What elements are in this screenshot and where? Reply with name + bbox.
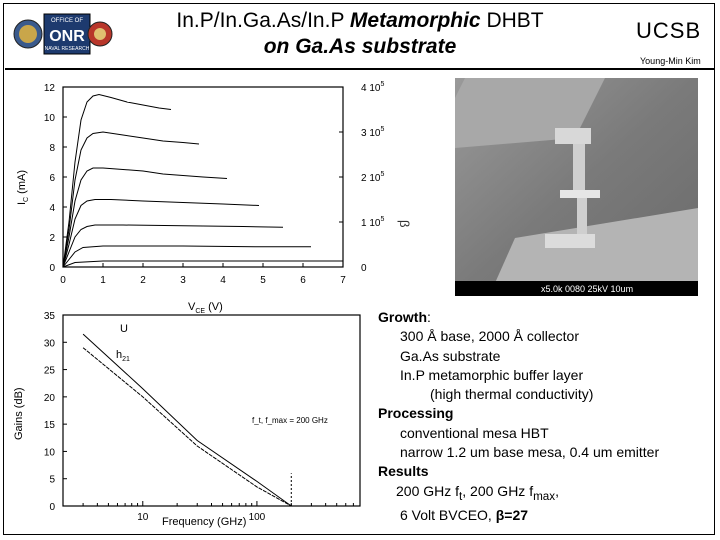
iv-curve-2 <box>62 167 228 268</box>
iv-x-tick-label: 2 <box>140 275 146 286</box>
gain-series-group <box>82 333 292 507</box>
gain-y-tick-label: 5 <box>49 475 55 486</box>
results-item-2: 6 Volt BVCEO, β=27 <box>400 506 529 523</box>
slide-frame <box>3 3 715 535</box>
gain-y-tick-label: 35 <box>44 311 56 322</box>
gain-x-ticks: 10 100 <box>62 501 354 523</box>
iv-y-tick-label: 4 <box>49 203 55 214</box>
growth-item-1: 300 Å base, 2000 Å collector <box>400 328 580 345</box>
svg-text:ONR: ONR <box>49 28 85 45</box>
growth-colon: : <box>427 309 431 325</box>
gain-y-tick-label: 25 <box>44 366 56 377</box>
gain-x-tick-label: 100 <box>249 512 266 523</box>
sem-micrograph: x5.0k 0080 25kV 10um <box>455 78 698 296</box>
growth-item-2: Ga.As substrate <box>400 347 501 364</box>
iv-side-glyph: β <box>397 220 412 227</box>
iv-y-tick-label: 10 <box>44 113 56 124</box>
gain-ylabel: Gains (dB) <box>13 387 25 440</box>
growth-head: Growth <box>378 309 427 325</box>
iv-curve-0 <box>62 93 172 268</box>
iv-right-tick-label: 2 105 <box>361 171 384 184</box>
results-heading: Results <box>378 463 429 480</box>
iv-x-tick-label: 5 <box>260 275 266 286</box>
growth-item-4: (high thermal conductivity) <box>430 386 594 403</box>
iv-curve-4 <box>62 224 284 268</box>
growth-heading: Growth: <box>378 308 659 327</box>
gain-plot-frame <box>62 314 361 507</box>
iv-x-tick-label: 6 <box>300 275 306 286</box>
iv-right-tick-label: 1 105 <box>361 216 384 229</box>
iv-curve-6 <box>62 260 343 268</box>
title-line2: on Ga.As substrate <box>263 35 457 58</box>
author-label: Young-Min Kim <box>640 56 701 66</box>
processing-heading: Processing <box>378 405 454 422</box>
iv-y-tick-label: 6 <box>49 173 55 184</box>
gain-y-tick-label: 30 <box>44 338 56 349</box>
gain-y-tick-label: 10 <box>44 447 56 458</box>
title-suffix: DHBT <box>480 9 544 32</box>
iv-right-ticks: 0 1 105 2 105 3 105 4 105 <box>339 81 384 274</box>
iv-curve-1 <box>62 131 200 268</box>
growth-item-3: In.P metamorphic buffer layer <box>400 366 584 383</box>
header-rule <box>5 68 715 70</box>
institution-label: UCSB <box>636 18 702 43</box>
iv-curve-3 <box>62 199 260 268</box>
title-prefix: In.P/In.Ga.As/In.P <box>176 9 350 32</box>
iv-x-ticks: 0 1 2 3 4 5 6 7 <box>60 263 346 286</box>
iv-y-tick-label: 12 <box>44 83 56 94</box>
gain-y-tick-label: 15 <box>44 420 56 431</box>
iv-ylabel: IC (mA) <box>16 170 30 205</box>
iv-xlabel: VCE (V) <box>188 301 223 315</box>
iv-x-tick-label: 0 <box>60 275 66 286</box>
svg-text:NAVAL RESEARCH: NAVAL RESEARCH <box>45 46 90 52</box>
iv-right-tick-label: 0 <box>361 263 367 274</box>
iv-y-ticks: 0 2 4 6 8 10 12 <box>44 83 67 274</box>
gain-curve-u <box>82 333 292 507</box>
iv-curve-5 <box>62 245 311 268</box>
iv-right-tick-label: 3 105 <box>361 126 384 139</box>
notes-block: Growth: 300 Å base, 2000 Å collector Ga.… <box>378 308 659 525</box>
processing-item-2: narrow 1.2 um base mesa, 0.4 um emitter <box>400 444 660 461</box>
iv-y-tick-label: 0 <box>49 263 55 274</box>
sem-caption: x5.0k 0080 25kV 10um <box>541 284 633 294</box>
iv-x-tick-label: 7 <box>340 275 346 286</box>
gain-annotation: f_t, f_max = 200 GHz <box>252 416 328 425</box>
onr-logo: OFFICE OF ONR NAVAL RESEARCH <box>10 8 114 60</box>
gain-curve-h21 <box>82 347 292 507</box>
iv-y-tick-label: 2 <box>49 233 55 244</box>
gain-xlabel: Frequency (GHz) <box>162 516 246 528</box>
svg-text:OFFICE OF: OFFICE OF <box>51 18 83 24</box>
iv-x-tick-label: 4 <box>220 275 226 286</box>
title-line1: In.P/In.Ga.As/In.P Metamorphic DHBT <box>176 9 543 32</box>
gain-label-h21: h21 <box>116 349 130 363</box>
gain-y-tick-label: 20 <box>44 393 56 404</box>
title-italic: Metamorphic <box>349 9 481 32</box>
gain-y-ticks: 0 5 10 15 20 25 30 35 <box>44 311 67 513</box>
processing-item-1: conventional mesa HBT <box>400 424 549 441</box>
slide-title: In.P/In.Ga.As/In.P Metamorphic DHBT on G… <box>120 8 600 60</box>
gain-x-tick-label: 10 <box>137 512 149 523</box>
iv-y-tick-label: 8 <box>49 143 55 154</box>
gain-y-tick-label: 0 <box>49 502 55 513</box>
gain-chart: 10 100 0 5 10 15 20 25 30 35 U h21 f_t, f_max = … <box>13 311 361 528</box>
iv-right-tick-label: 4 105 <box>361 81 384 94</box>
gain-label-u: U <box>120 323 128 335</box>
iv-series-group <box>62 93 343 268</box>
iv-x-tick-label: 3 <box>180 275 186 286</box>
iv-x-tick-label: 1 <box>100 275 106 286</box>
results-item-1: 200 GHz ft, 200 GHz fmax, <box>396 482 560 503</box>
